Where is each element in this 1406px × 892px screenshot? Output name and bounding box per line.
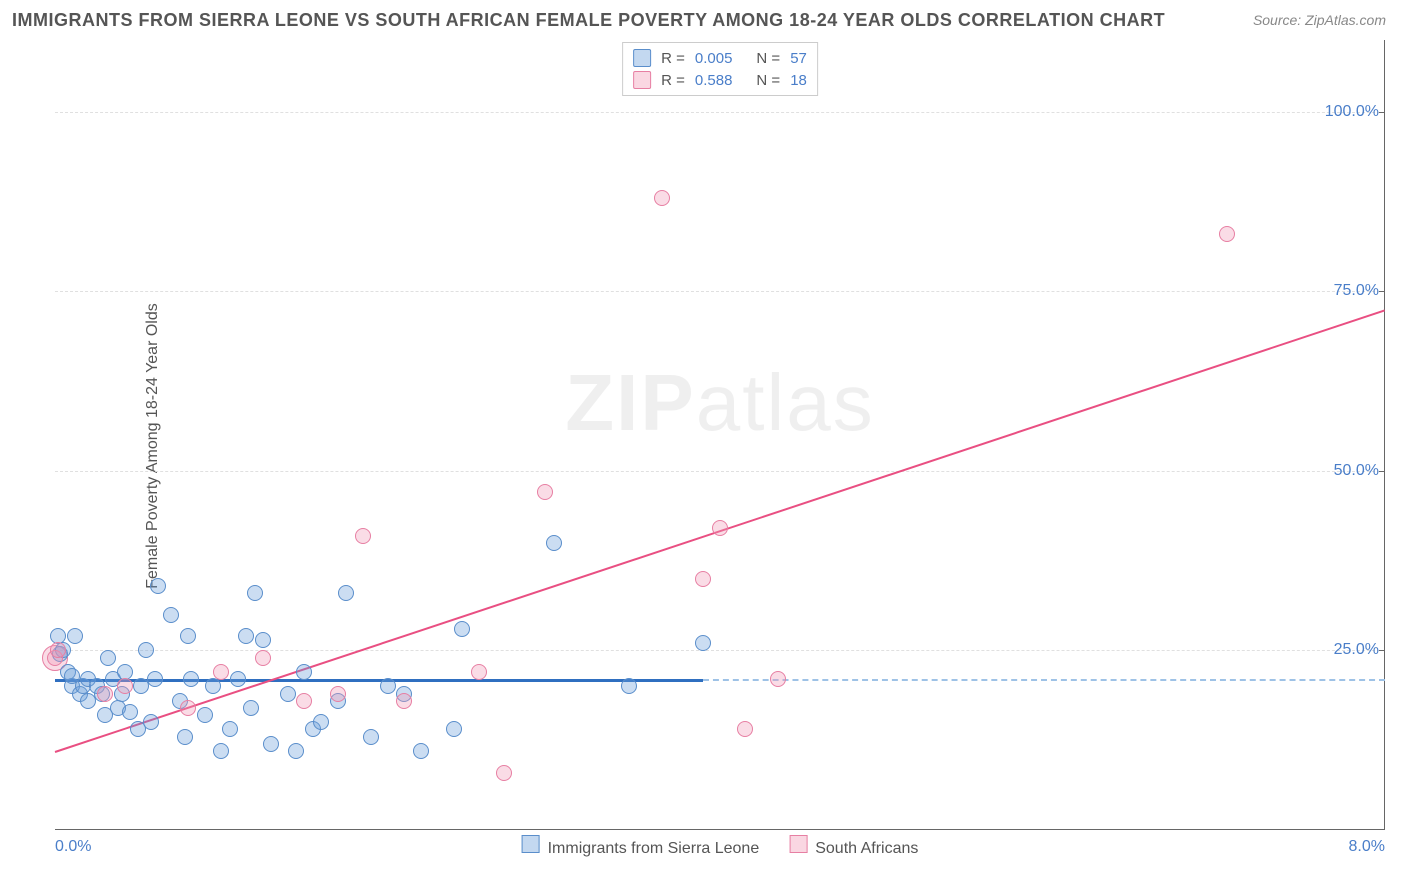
chart-title: IMMIGRANTS FROM SIERRA LEONE VS SOUTH AF… <box>12 10 1165 31</box>
data-point <box>50 642 66 658</box>
data-point <box>396 693 412 709</box>
y-tick-label: 50.0% <box>1334 462 1379 480</box>
data-point <box>330 686 346 702</box>
data-point <box>380 678 396 694</box>
data-point <box>100 650 116 666</box>
legend-stats: R =0.005N =57R =0.588N =18 <box>622 42 818 96</box>
data-point <box>296 664 312 680</box>
legend-item: South Africans <box>789 835 918 858</box>
data-point <box>177 729 193 745</box>
data-point <box>243 700 259 716</box>
trend-line-blue-dashed <box>703 679 1385 681</box>
data-point <box>147 671 163 687</box>
data-point <box>712 520 728 536</box>
data-point <box>313 714 329 730</box>
data-point <box>163 607 179 623</box>
data-point <box>770 671 786 687</box>
y-axis-right <box>1384 40 1385 830</box>
data-point <box>222 721 238 737</box>
data-point <box>213 743 229 759</box>
data-point <box>621 678 637 694</box>
data-point <box>122 704 138 720</box>
x-tick-label: 8.0% <box>1349 838 1385 856</box>
data-point <box>143 714 159 730</box>
data-point <box>150 578 166 594</box>
data-point <box>280 686 296 702</box>
data-point <box>197 707 213 723</box>
data-point <box>737 721 753 737</box>
data-point <box>537 484 553 500</box>
data-point <box>546 535 562 551</box>
legend-item: Immigrants from Sierra Leone <box>522 835 760 858</box>
y-tick-label: 25.0% <box>1334 641 1379 659</box>
legend-swatch <box>633 71 651 89</box>
source-attribution: Source: ZipAtlas.com <box>1253 12 1386 28</box>
legend-series: Immigrants from Sierra Leone South Africa… <box>522 835 919 858</box>
y-tick-label: 75.0% <box>1334 282 1379 300</box>
legend-stat-row: R =0.005N =57 <box>633 47 807 69</box>
legend-stat-row: R =0.588N =18 <box>633 69 807 91</box>
data-point <box>695 635 711 651</box>
data-point <box>363 729 379 745</box>
y-tick-label: 100.0% <box>1325 103 1379 121</box>
data-point <box>117 678 133 694</box>
grid-line <box>55 112 1385 113</box>
grid-line <box>55 650 1385 651</box>
data-point <box>654 190 670 206</box>
data-point <box>454 621 470 637</box>
data-point <box>288 743 304 759</box>
data-point <box>67 628 83 644</box>
data-point <box>180 700 196 716</box>
data-point <box>263 736 279 752</box>
legend-swatch <box>789 835 807 853</box>
data-point <box>213 664 229 680</box>
data-point <box>180 628 196 644</box>
data-point <box>230 671 246 687</box>
grid-line <box>55 471 1385 472</box>
x-tick-label: 0.0% <box>55 838 91 856</box>
legend-swatch <box>522 835 540 853</box>
data-point <box>446 721 462 737</box>
data-point <box>338 585 354 601</box>
grid-line <box>55 291 1385 292</box>
data-point <box>238 628 254 644</box>
data-point <box>255 650 271 666</box>
data-point <box>183 671 199 687</box>
legend-swatch <box>633 49 651 67</box>
data-point <box>496 765 512 781</box>
data-point <box>471 664 487 680</box>
data-point <box>1219 226 1235 242</box>
plot-area: ZIPatlas R =0.005N =57R =0.588N =18 Immi… <box>55 40 1385 830</box>
data-point <box>138 642 154 658</box>
data-point <box>97 686 113 702</box>
watermark: ZIPatlas <box>565 357 874 449</box>
data-point <box>296 693 312 709</box>
data-point <box>247 585 263 601</box>
x-axis <box>55 829 1385 830</box>
data-point <box>255 632 271 648</box>
data-point <box>413 743 429 759</box>
data-point <box>355 528 371 544</box>
data-point <box>695 571 711 587</box>
data-point <box>205 678 221 694</box>
